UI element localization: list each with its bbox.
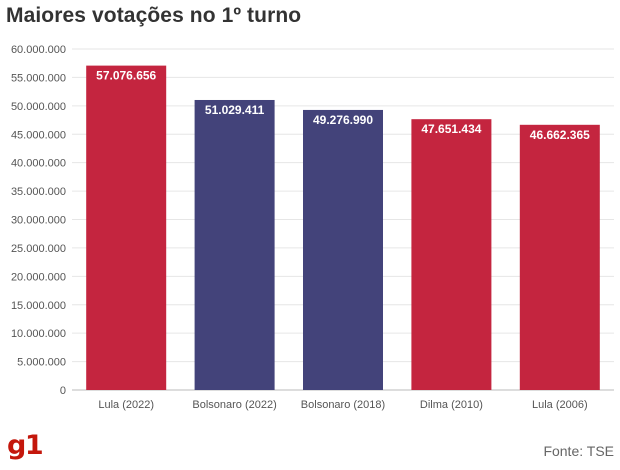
x-tick-label: Lula (2022) [98,399,154,411]
y-tick-label: 5.000.000 [17,357,66,369]
y-tick-label: 60.000.000 [11,44,66,56]
y-tick-label: 0 [60,385,66,397]
bar [519,124,600,391]
y-tick-label: 40.000.000 [11,158,66,170]
x-tick-label: Lula (2006) [532,399,588,411]
y-tick-label: 55.000.000 [11,72,66,84]
y-tick-label: 15.000.000 [11,300,66,312]
chart-title: Maiores votações no 1º turno [6,4,302,27]
x-tick-label: Bolsonaro (2018) [301,399,385,411]
y-tick-label: 50.000.000 [11,101,66,113]
y-tick-label: 45.000.000 [11,129,66,141]
y-tick-label: 10.000.000 [11,328,66,340]
bar-value-label: 46.662.365 [530,128,590,142]
y-tick-label: 30.000.000 [11,215,66,227]
bar [194,99,275,390]
bar-value-label: 51.029.411 [205,103,265,117]
bar-value-label: 47.651.434 [421,122,481,136]
y-axis: 0 5.000.000 10.000.000 15.000.000 20.000.000… [11,44,66,397]
y-tick-label: 25.000.000 [11,243,66,255]
bar-value-label: 49.276.990 [313,113,373,127]
source-note: Fonte: TSE [543,443,614,459]
x-tick-label: Dilma (2010) [420,399,483,411]
footer: g1 Fonte: TSE [0,430,620,470]
x-axis: Lula (2022) Bolsonaro (2022) Bolsonaro (20… [98,399,587,411]
x-tick-label: Bolsonaro (2022) [192,399,276,411]
y-tick-label: 20.000.000 [11,271,66,283]
bar [411,119,492,390]
bar [86,65,167,390]
bars: 57.076.656 51.029.411 49.276.990 47.651.434… [86,65,600,391]
g1-logo: g1 [7,430,44,461]
y-tick-label: 35.000.000 [11,186,66,198]
bar-value-label: 57.076.656 [96,69,156,83]
bar [303,109,383,390]
bar-chart: 0 5.000.000 10.000.000 15.000.000 20.000.000… [11,44,614,411]
